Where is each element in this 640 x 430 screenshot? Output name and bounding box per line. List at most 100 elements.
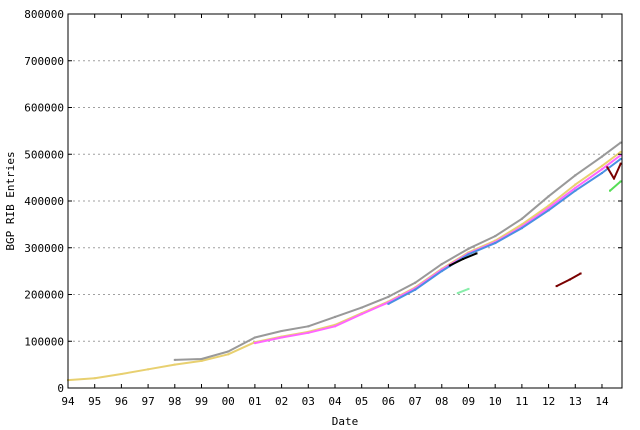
data-point (601, 164, 603, 167)
x-axis-label: Date (332, 415, 359, 428)
data-point (173, 358, 176, 361)
y-tick-label: 800000 (24, 8, 64, 21)
data-point (619, 154, 622, 157)
data-point (334, 315, 336, 318)
data-point (619, 180, 622, 183)
data-point (280, 336, 283, 339)
data-point (334, 325, 336, 328)
y-tick-label: 700000 (24, 55, 64, 68)
data-point (467, 247, 470, 250)
data-point (619, 150, 622, 153)
data-point (475, 252, 478, 255)
series-line (174, 141, 622, 361)
data-point (120, 373, 123, 375)
x-tick-label: 96 (115, 395, 128, 408)
x-tick-label: 05 (355, 395, 368, 408)
y-tick-label: 200000 (24, 289, 64, 302)
data-point (601, 172, 603, 174)
data-point (579, 272, 582, 275)
data-point (568, 278, 571, 281)
y-tick-label: 300000 (24, 242, 64, 255)
x-tick-label: 10 (489, 395, 502, 408)
x-tick-label: 13 (569, 395, 582, 408)
series-5 (609, 180, 622, 192)
data-point (253, 342, 256, 345)
data-point (613, 177, 615, 180)
data-point (520, 223, 523, 226)
data-point (547, 195, 550, 198)
data-point (173, 363, 176, 366)
data-point (601, 168, 603, 171)
x-tick-label: 14 (595, 395, 609, 408)
x-tick-label: 03 (302, 395, 315, 408)
x-tick-label: 08 (435, 395, 448, 408)
data-point (494, 239, 497, 242)
data-point (200, 359, 203, 362)
data-point (360, 313, 363, 316)
x-tick-label: 99 (195, 395, 208, 408)
data-point (414, 287, 417, 290)
data-point (574, 174, 577, 177)
series-8 (456, 287, 470, 295)
grid (68, 60, 622, 342)
data-point (147, 368, 150, 371)
x-tick-label: 00 (222, 395, 235, 408)
data-point (440, 270, 443, 273)
series-3 (387, 157, 622, 305)
data-point (520, 227, 523, 230)
data-point (440, 268, 443, 271)
data-point (555, 285, 558, 288)
data-point (462, 258, 465, 260)
data-point (280, 330, 283, 332)
data-point (520, 217, 523, 220)
data-point (547, 207, 550, 209)
y-tick-label: 0 (57, 382, 64, 395)
data-point (619, 162, 622, 165)
y-tick-label: 500000 (24, 148, 64, 161)
x-tick-label: 97 (141, 395, 154, 408)
data-point (601, 155, 603, 158)
x-tick-label: 94 (61, 395, 75, 408)
data-point (547, 209, 550, 212)
data-point (606, 166, 609, 169)
data-point (467, 253, 470, 256)
data-point (253, 336, 256, 339)
x-tick-label: 95 (88, 395, 101, 408)
data-point (574, 183, 577, 186)
series-line (67, 151, 622, 382)
y-axis-label: BGP RIB Entries (4, 151, 17, 250)
series-6 (555, 272, 582, 288)
x-tick-label: 02 (275, 395, 288, 408)
y-tick-label: 100000 (24, 335, 64, 348)
series-4 (448, 252, 478, 267)
series-line (457, 287, 469, 295)
data-point (440, 263, 443, 266)
data-point (227, 353, 230, 356)
series-1 (173, 141, 622, 361)
data-point (547, 204, 550, 207)
x-tick-label: 12 (542, 395, 555, 408)
x-tick-label: 04 (328, 395, 342, 408)
data-point (334, 323, 336, 326)
data-point (93, 377, 96, 380)
data-point (609, 189, 611, 192)
data-point (387, 302, 390, 305)
data-point (227, 350, 230, 353)
x-tick-label: 06 (382, 395, 395, 408)
data-point (387, 295, 390, 298)
ticks: 0 100000 200000 300000 400000 500000 600000 700… (24, 8, 622, 408)
data-point (456, 292, 459, 295)
series-line (609, 180, 622, 192)
data-point (307, 325, 310, 328)
data-point (494, 235, 497, 238)
series-7 (606, 162, 622, 180)
data-point (520, 225, 523, 228)
y-tick-label: 600000 (24, 102, 64, 115)
series-line (387, 158, 622, 305)
data-point (574, 186, 577, 189)
data-point (360, 306, 363, 309)
series-layer (67, 141, 622, 382)
x-tick-label: 09 (462, 395, 475, 408)
